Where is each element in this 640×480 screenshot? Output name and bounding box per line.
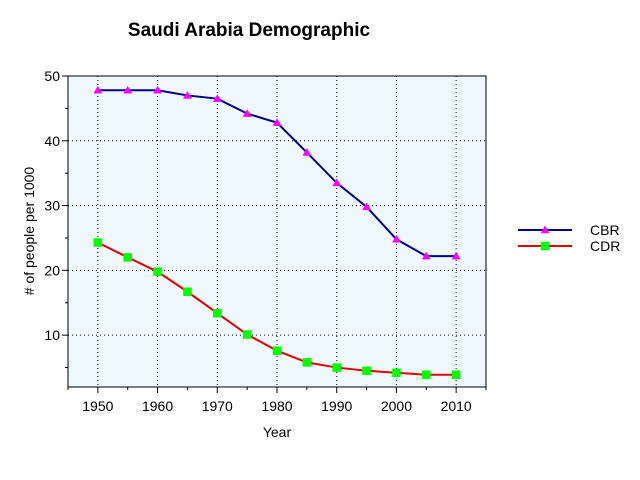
series (93, 85, 461, 379)
cdr-point (422, 370, 431, 379)
legend-label-cbr: CBR (590, 222, 620, 238)
x-tick-label: 2000 (381, 398, 412, 414)
cdr-point (302, 358, 312, 367)
y-tick-label: 40 (44, 133, 60, 149)
y-tick-label: 50 (44, 68, 60, 84)
y-tick-label: 10 (44, 327, 60, 343)
grid (68, 76, 486, 387)
cdr-point (213, 308, 222, 318)
cbr-point (391, 234, 401, 243)
cdr-point (392, 368, 401, 377)
cbr-point (421, 251, 431, 260)
cdr-point (242, 330, 252, 339)
cbr-point (332, 178, 342, 187)
cdr-point (123, 253, 132, 262)
x-tick-label: 1950 (82, 398, 113, 414)
cdr-point (362, 366, 371, 376)
cdr-point (153, 267, 162, 276)
y-tick-label: 30 (44, 198, 60, 214)
cbr-point (272, 118, 282, 126)
series-cbr (93, 85, 461, 260)
legend-item-cbr: CBR (518, 222, 620, 238)
cbr-point (362, 202, 372, 211)
x-tick-label: 2010 (441, 398, 472, 414)
x-axis-label: Year (263, 424, 292, 440)
cbr-point (93, 85, 103, 94)
cdr-point (332, 363, 341, 372)
cdr-point (451, 370, 461, 379)
y-tick-label: 20 (44, 262, 60, 278)
x-tick-label: 1960 (142, 398, 173, 414)
cbr-point (242, 109, 252, 117)
legend-label-cdr: CDR (590, 238, 620, 254)
cbr-point (212, 94, 222, 102)
x-tick-label: 1980 (261, 398, 292, 414)
cbr-point (302, 147, 312, 156)
legend-marker-cbr (540, 225, 550, 234)
cbr-point (153, 85, 163, 94)
cbr-point (182, 90, 192, 99)
cdr-point (183, 287, 192, 297)
legend-item-cdr: CDR (518, 238, 620, 254)
cbr-point (123, 85, 133, 94)
chart-title: Saudi Arabia Demographic (128, 20, 371, 41)
series-cdr (93, 238, 461, 379)
x-tick-label: 1990 (321, 398, 352, 414)
cdr-point (272, 346, 282, 355)
legend-marker-cdr (540, 241, 550, 251)
cdr-point (93, 238, 103, 247)
y-axis-label: # of people per 1000 (21, 167, 37, 296)
x-tick-label: 1970 (202, 398, 233, 414)
cbr-point (451, 251, 461, 260)
